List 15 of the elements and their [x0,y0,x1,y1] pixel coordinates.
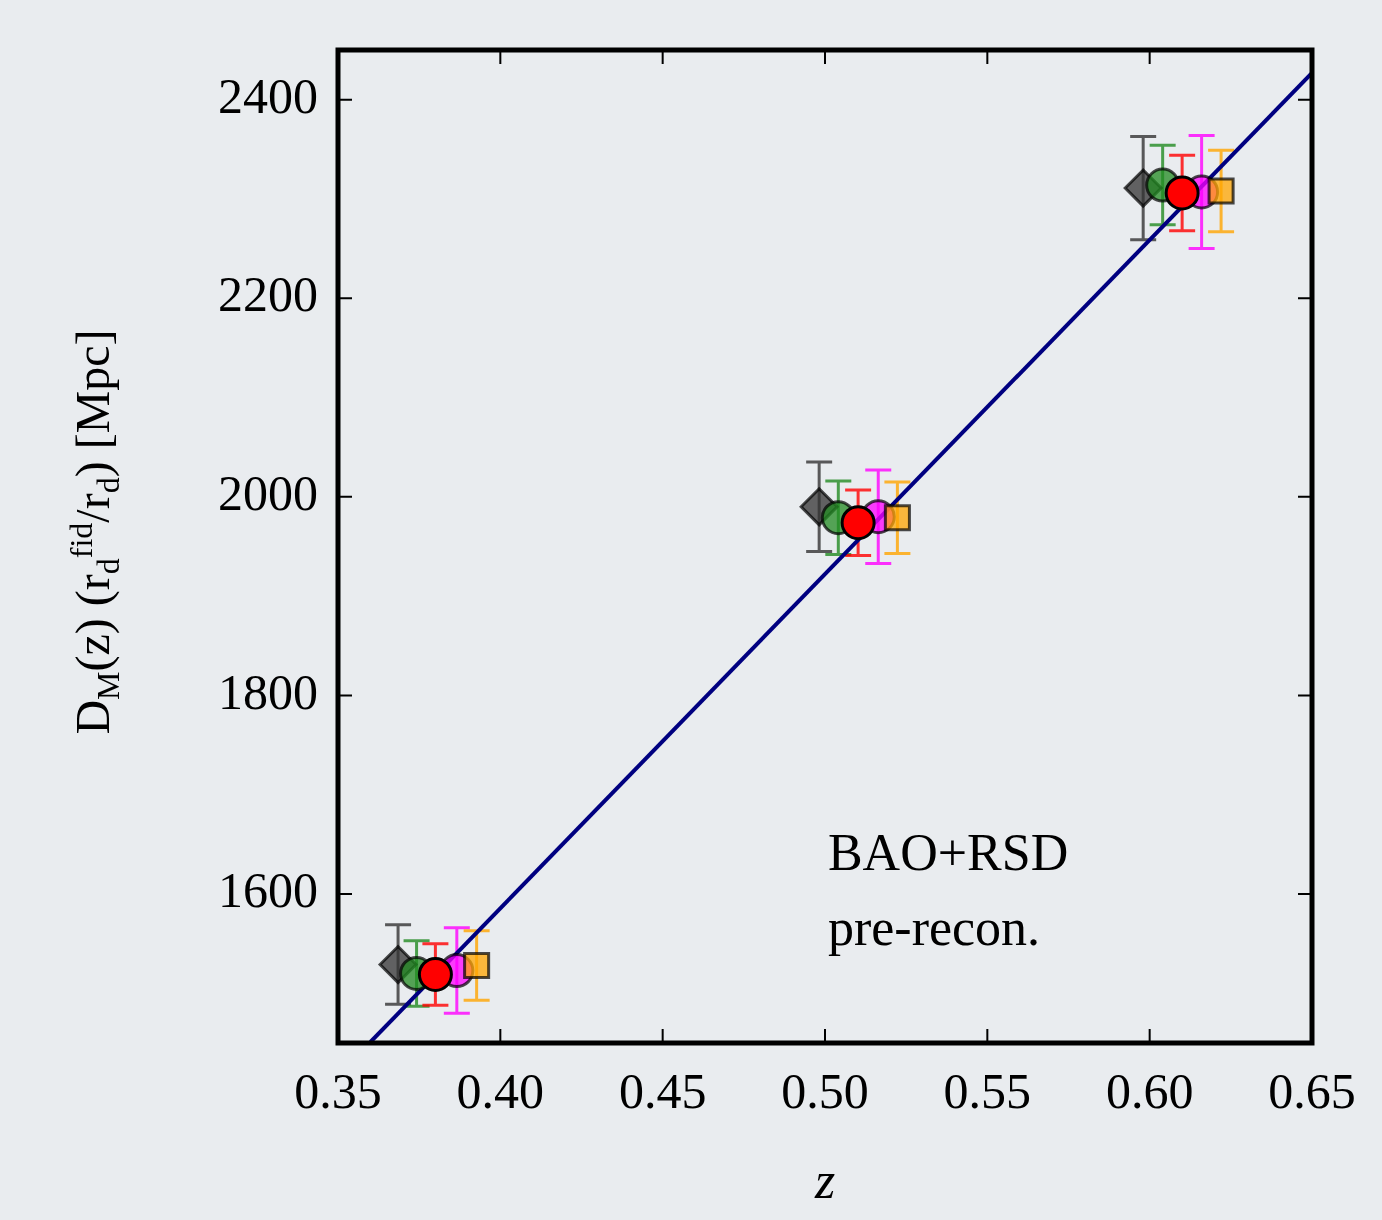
annotation: pre-recon. [827,898,1041,956]
annotation: BAO+RSD [827,824,1069,882]
y-tick-label: 2000 [218,464,318,521]
x-tick-label: 0.45 [618,1063,707,1120]
x-tick-label: 0.55 [943,1063,1032,1120]
x-tick-label: 0.65 [1268,1063,1356,1120]
x-axis-title: z [813,1152,836,1210]
y-tick-label: 1800 [218,663,318,720]
x-tick-label: 0.35 [294,1063,382,1120]
x-tick-label: 0.60 [1105,1063,1194,1120]
x-tick-label: 0.40 [456,1063,545,1120]
x-tick-label: 0.50 [781,1063,869,1120]
y-tick-label: 1600 [218,862,318,919]
y-tick-label: 2400 [218,67,318,124]
y-tick-label: 2200 [218,266,318,323]
